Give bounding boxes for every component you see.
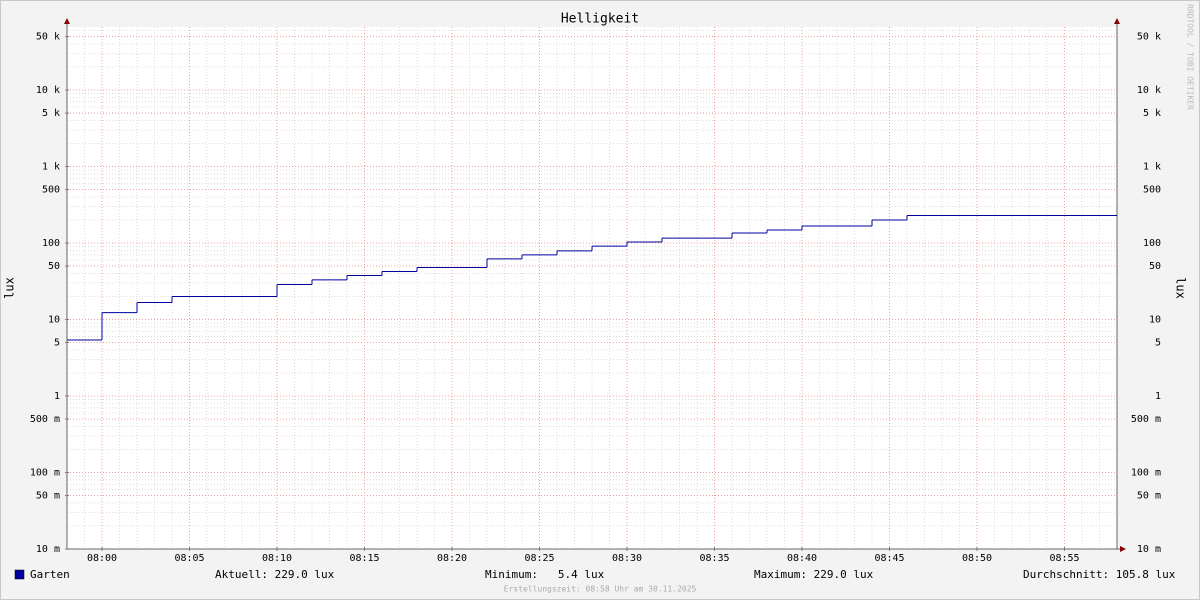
x-tick-label: 08:15 [349,553,379,564]
axis-arrow [1120,546,1126,552]
y-tick-label-right: 500 [1143,185,1161,196]
labels: 10 m 10 m 50 m 50 m 100 m 100 m 500 m 500 m 1 1 5 5… [14,32,1176,581]
x-tick-label: 08:35 [699,553,729,564]
x-tick-label: 08:50 [962,553,992,564]
y-tick-label: 5 [54,338,60,349]
y-tick-label-right: 5 k [1143,108,1161,119]
x-tick-label: 08:40 [787,553,817,564]
y-tick-label: 10 [48,315,60,326]
axis-arrow [1114,18,1120,24]
watermark: RRDTOOL / TOBI OETIKER [1186,4,1195,110]
y-tick-label-right: 10 k [1137,85,1161,96]
y-tick-label: 10 k [36,85,60,96]
y-tick-label: 100 [42,238,60,249]
y-tick-label: 500 [42,185,60,196]
y-tick-label: 50 k [36,32,60,43]
y-tick-label: 100 m [30,468,60,479]
stat: Aktuell: 229.0 lux [215,568,335,581]
x-tick-label: 08:10 [262,553,292,564]
y-tick-label: 500 m [30,414,60,425]
y-tick-label-right: 5 [1155,338,1161,349]
x-tick-label: 08:05 [174,553,204,564]
x-tick-label: 08:30 [612,553,642,564]
legend-swatch [14,569,25,580]
y-tick-label-right: 50 m [1137,491,1161,502]
chart-title: Helligkeit [561,12,639,27]
y-tick-label-right: 50 [1149,261,1161,272]
legend-label: Garten [30,568,70,581]
x-tick-label: 08:55 [1049,553,1079,564]
stat: Maximum: 229.0 lux [754,568,874,581]
y-tick-label-right: 100 [1143,238,1161,249]
y-tick-label-right: 50 k [1137,32,1161,43]
y-tick-label-right: 10 [1149,315,1161,326]
y-tick-label: 50 [48,261,60,272]
y-tick-label-right: 500 m [1131,414,1161,425]
marks [67,215,1117,341]
y-tick-label: 50 m [36,491,60,502]
y-tick-label: 1 k [42,162,60,173]
y-tick-label: 1 [54,391,60,402]
x-tick-label: 08:45 [874,553,904,564]
y-tick-label: 10 m [36,544,60,555]
x-tick-label: 08:00 [87,553,117,564]
y-axis-label: lux [3,277,17,299]
footer: Erstellungszeit: 08:58 Uhr am 30.11.2025 [504,585,697,594]
y-tick-label-right: 10 m [1137,544,1161,555]
grid [64,18,1126,552]
y-tick-label-right: 100 m [1131,468,1161,479]
x-tick-label: 08:20 [437,553,467,564]
x-tick-label: 08:25 [524,553,554,564]
y-tick-label: 5 k [42,108,60,119]
y-tick-label-right: 1 k [1143,162,1161,173]
y-axis-label-right: lux [1174,277,1188,299]
y-tick-label-right: 1 [1155,391,1161,402]
stat: Minimum: 5.4 lux [485,568,605,581]
stat: Durchschnitt: 105.8 lux [1023,568,1176,581]
axis-arrow [64,18,70,24]
